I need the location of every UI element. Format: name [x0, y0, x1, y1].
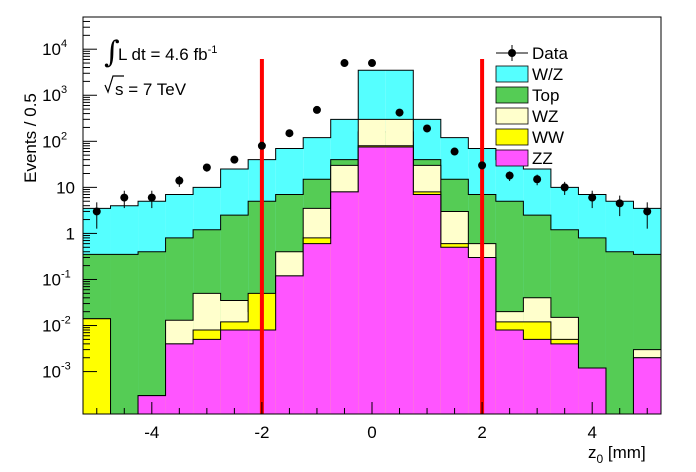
bar-zz-12: [413, 194, 441, 414]
y-tick-exponent: 4: [61, 38, 67, 50]
data-point-17: [560, 183, 569, 192]
x-tick-label: -4: [144, 423, 159, 442]
data-point-15: [505, 171, 514, 180]
data-point-20: [643, 207, 652, 216]
bar-top-19: [605, 251, 634, 414]
data-point-0: [92, 207, 101, 216]
bar-ww-0: [83, 318, 111, 414]
lumi-text: L dt = 4.6 fb-1: [118, 44, 217, 64]
y-tick-label: 1: [66, 224, 75, 243]
data-point-7: [285, 129, 294, 138]
y-tick-label: 10: [42, 363, 61, 382]
energy-annotation: s = 7 TeV: [104, 75, 187, 99]
data-point-2: [147, 193, 156, 202]
x-tick-label: -2: [254, 423, 269, 442]
y-tick-exponent: -3: [61, 361, 71, 373]
y-tick-label: 10: [42, 132, 61, 151]
cut-lines: [259, 59, 485, 414]
data-point-10: [368, 59, 376, 68]
bar-zz-7: [275, 275, 304, 414]
outline-wz: [83, 118, 661, 415]
legend-label: ZZ: [532, 149, 553, 168]
outline-zz: [83, 146, 661, 415]
y-axis-title: Events / 0.5: [21, 93, 40, 183]
legend-swatch-top: [495, 86, 529, 104]
data-point-3: [175, 176, 184, 185]
y-tick-label: 10: [56, 178, 75, 197]
legend: Data W/Z Top WZ WW ZZ: [495, 44, 568, 168]
energy-text: s = 7 TeV: [115, 80, 187, 99]
integral-sign: ∫: [104, 35, 120, 70]
data-point-18: [588, 193, 597, 202]
bar-top-2: [138, 251, 166, 414]
y-tick-exponent: 2: [61, 130, 67, 142]
bar-zz-11: [385, 147, 414, 414]
data-point-9: [340, 59, 349, 68]
x-tick-label: 4: [587, 423, 596, 442]
y-tick-exponent: 3: [61, 84, 67, 96]
legend-label: WW: [532, 128, 564, 147]
bar-zz-20: [633, 357, 661, 414]
data-point-5: [230, 155, 239, 164]
data-point-14: [478, 161, 487, 170]
legend-data-marker: [508, 49, 516, 57]
legend-swatch-wz: [495, 107, 529, 125]
data-points: [92, 59, 652, 229]
legend-label: Top: [532, 86, 559, 105]
data-point-6: [257, 141, 266, 150]
sqrt-symbol: [104, 75, 124, 94]
bar-zz-3: [165, 343, 194, 414]
bar-zz-10: [358, 147, 386, 414]
y-tick-label: 10: [42, 86, 61, 105]
bar-zz-17: [550, 343, 579, 414]
data-point-1: [120, 193, 129, 202]
data-point-11: [395, 108, 404, 117]
stacked-histogram: [83, 69, 661, 415]
outline-wz: [83, 69, 661, 209]
bar-zz-9: [330, 191, 359, 414]
legend-swatch-wz: [495, 65, 529, 83]
bar-zz-15: [495, 329, 524, 414]
x-axis-title: z0 [mm]: [588, 443, 646, 466]
x-tick-label: 0: [367, 423, 376, 442]
y-tick-exponent: -2: [61, 315, 71, 327]
data-point-19: [615, 199, 624, 208]
data-point-16: [533, 175, 542, 184]
y-tick-label: 10: [42, 40, 61, 59]
bar-zz-13: [440, 247, 469, 414]
y-tick-label: 10: [42, 317, 61, 336]
data-point-4: [202, 163, 211, 172]
legend-label: WZ: [532, 107, 558, 126]
legend-label: W/Z: [532, 65, 563, 84]
y-tick-exponent: -1: [61, 268, 71, 280]
bar-zz-16: [523, 339, 551, 414]
data-point-8: [312, 105, 321, 114]
legend-swatch-zz: [495, 149, 529, 167]
bar-top-1: [110, 254, 139, 414]
y-tick-label: 10: [42, 270, 61, 289]
legend-label: Data: [532, 44, 568, 63]
legend-swatch-ww: [495, 128, 529, 146]
luminosity-annotation: ∫ L dt = 4.6 fb-1: [104, 35, 217, 70]
data-point-13: [450, 147, 459, 156]
bar-zz-8: [303, 243, 331, 414]
bar-zz-5: [220, 329, 249, 414]
data-point-12: [423, 124, 432, 133]
x-tick-label: 2: [477, 423, 486, 442]
bar-zz-4: [193, 339, 221, 414]
